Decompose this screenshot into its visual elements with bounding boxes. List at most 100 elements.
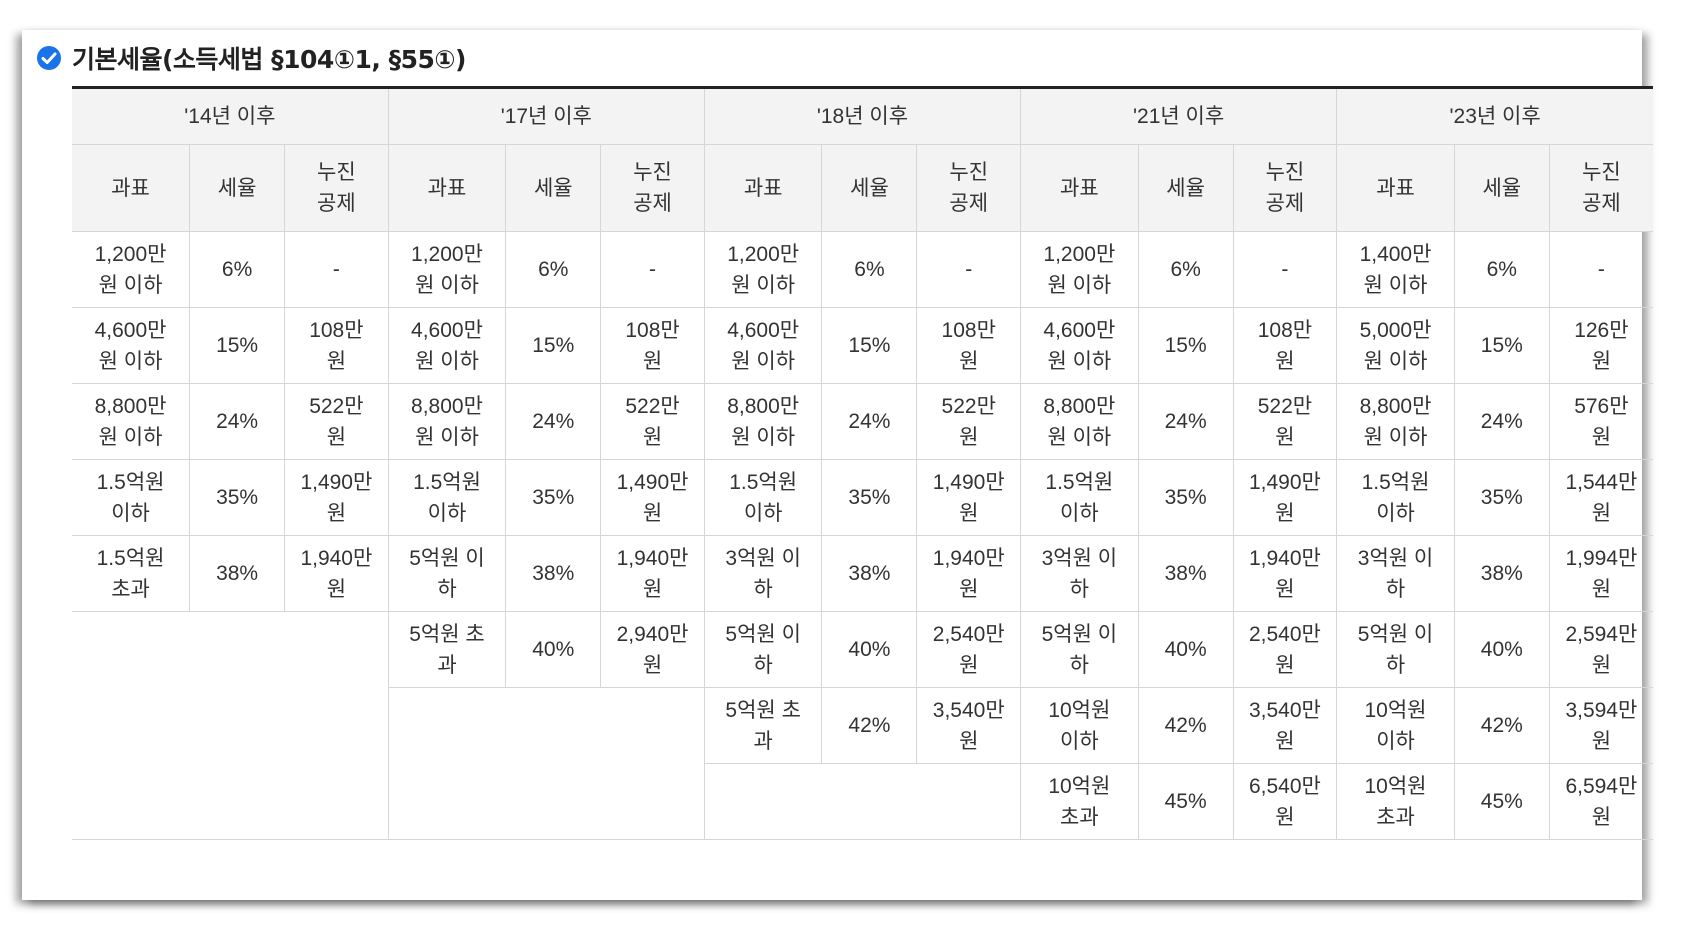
tax-base-cell: 8,800만 원 이하 [703,383,823,460]
empty-cell [72,611,389,840]
tax-base-cell: 1.5억원 초과 [72,535,191,612]
tax-rate-cell: 6% [1453,231,1550,308]
progressive-deduction-cell: 522만 원 [916,383,1022,460]
tax-base-cell: 4,600만 원 이하 [387,307,507,384]
tax-rate-cell: 38% [1137,535,1234,612]
tax-base-cell: 4,600만 원 이하 [1020,307,1139,384]
period-header: '21년 이후 [1020,87,1338,145]
table-row: 1.5억원 이하 35% 1,490만 원 1.5억원 이하 35% 1,490만 원 1.… [72,459,1653,536]
progressive-deduction-cell: - [1548,231,1653,308]
tax-base-cell: 8,800만 원 이하 [1336,383,1455,460]
tax-base-cell: 3억원 이 하 [1020,535,1139,612]
progressive-deduction-cell: 2,540만 원 [1232,611,1338,688]
tax-rate-header: 세율 [189,144,286,232]
progressive-deduction-cell: 1,544만 원 [1548,459,1653,536]
tax-base-cell: 1,200만 원 이하 [703,231,823,308]
tax-rate-cell: 45% [1453,763,1550,840]
table-row: 8,800만 원 이하 24% 522만 원 8,800만 원 이하 24% 522만 원… [72,383,1653,460]
progressive-deduction-cell: - [1232,231,1338,308]
progressive-deduction-header: 누진 공제 [600,144,705,232]
progressive-deduction-cell: 1,994만 원 [1548,535,1653,612]
tax-rate-cell: 42% [821,687,918,764]
tax-base-cell: 1.5억원 이하 [703,459,823,536]
progressive-deduction-cell: 2,940만 원 [600,611,705,688]
tax-base-cell: 3억원 이 하 [1336,535,1455,612]
period-header: '14년 이후 [72,87,389,145]
tax-base-cell: 5억원 초 과 [703,687,823,764]
tax-rate-cell: 42% [1453,687,1550,764]
tax-base-header: 과표 [72,144,191,232]
tax-base-cell: 4,600만 원 이하 [72,307,191,384]
tax-base-cell: 3억원 이 하 [703,535,823,612]
tax-rate-cell: 24% [1453,383,1550,460]
progressive-deduction-cell: 108만 원 [600,307,705,384]
tax-rate-cell: 40% [505,611,602,688]
tax-rate-cell: 42% [1137,687,1234,764]
table-row: 5억원 초 과 42% 3,540만 원 10억원 이하 42% 3,540만 원 10억원… [72,687,1653,840]
tax-rate-table-wrapper: '14년 이후 '17년 이후 '18년 이후 '21년 이후 '23년 이후 과표 세율… [72,86,1653,840]
period-header: '17년 이후 [387,87,705,145]
tax-base-cell: 5억원 이 하 [1020,611,1139,688]
table-row: 1.5억원 초과 38% 1,940만 원 5억원 이 하 38% 1,940만 원 3억원… [72,535,1653,612]
tax-rate-cell: 40% [1453,611,1550,688]
progressive-deduction-cell: 1,940만 원 [600,535,705,612]
tax-base-cell: 1.5억원 이하 [72,459,191,536]
tax-rate-cell: 35% [189,459,286,536]
tax-rate-cell: 15% [505,307,602,384]
progressive-deduction-header: 누진 공제 [284,144,389,232]
tax-rate-header: 세율 [821,144,918,232]
progressive-deduction-cell: 108만 원 [916,307,1022,384]
tax-base-cell: 1,200만 원 이하 [1020,231,1139,308]
progressive-deduction-cell: 126만 원 [1548,307,1653,384]
tax-rate-cell: 38% [1453,535,1550,612]
tax-base-cell: 10억원 이하 [1020,687,1139,764]
progressive-deduction-cell: 6,540만 원 [1232,763,1338,840]
tax-base-header: 과표 [1020,144,1139,232]
tax-rate-cell: 6% [189,231,286,308]
tax-base-cell: 1,200만 원 이하 [72,231,191,308]
tax-base-cell: 4,600만 원 이하 [703,307,823,384]
progressive-deduction-cell: - [284,231,389,308]
tax-base-cell: 1.5억원 이하 [1336,459,1455,536]
tax-base-cell: 8,800만 원 이하 [1020,383,1139,460]
tax-rate-cell: 6% [821,231,918,308]
tax-base-cell: 10억원 초과 [1020,763,1139,840]
tax-base-cell: 5,000만 원 이하 [1336,307,1455,384]
tax-base-header: 과표 [703,144,823,232]
tax-rate-cell: 35% [1453,459,1550,536]
tax-base-cell: 1.5억원 이하 [1020,459,1139,536]
progressive-deduction-cell: 522만 원 [1232,383,1338,460]
tax-rate-cell: 38% [821,535,918,612]
content-panel: 기본세율(소득세법 §104①1, §55①) '14년 이후 '17년 이후 '1… [22,30,1653,900]
progressive-deduction-cell: 1,940만 원 [916,535,1022,612]
tax-base-cell: 1,200만 원 이하 [387,231,507,308]
tax-base-cell: 5억원 이 하 [703,611,823,688]
tax-rate-cell: 35% [505,459,602,536]
progressive-deduction-header: 누진 공제 [1548,144,1653,232]
table-row: 10억원 초과 45% 6,540만 원 10억원 초과 45% 6,594만 원 [72,763,1653,840]
progressive-deduction-cell: - [916,231,1022,308]
tax-rate-cell: 15% [1453,307,1550,384]
progressive-deduction-cell: 3,540만 원 [916,687,1022,764]
tax-base-cell: 1.5억원 이하 [387,459,507,536]
tax-rate-cell: 6% [505,231,602,308]
tax-rate-cell: 38% [505,535,602,612]
period-header: '23년 이후 [1336,87,1653,145]
period-header: '18년 이후 [703,87,1022,145]
tax-base-header: 과표 [387,144,507,232]
section-title: 기본세율(소득세법 §104①1, §55①) [72,45,466,74]
tax-rate-cell: 24% [189,383,286,460]
column-header-row: 과표 세율 누진 공제 과표 세율 누진 공제 과표 세율 누진 공제 과표 세율 누진 공제 과표 세율… [72,144,1653,232]
tax-base-header: 과표 [1336,144,1455,232]
progressive-deduction-cell: - [600,231,705,308]
progressive-deduction-cell: 3,594만 원 [1548,687,1653,764]
tax-rate-cell: 15% [821,307,918,384]
progressive-deduction-cell: 576만 원 [1548,383,1653,460]
progressive-deduction-cell: 2,540만 원 [916,611,1022,688]
tax-base-cell: 5억원 초 과 [387,611,507,688]
progressive-deduction-cell: 1,490만 원 [1232,459,1338,536]
progressive-deduction-cell: 6,594만 원 [1548,763,1653,840]
table-row: 4,600만 원 이하 15% 108만 원 4,600만 원 이하 15% 108만 원… [72,307,1653,384]
progressive-deduction-header: 누진 공제 [916,144,1022,232]
tax-rate-cell: 40% [821,611,918,688]
